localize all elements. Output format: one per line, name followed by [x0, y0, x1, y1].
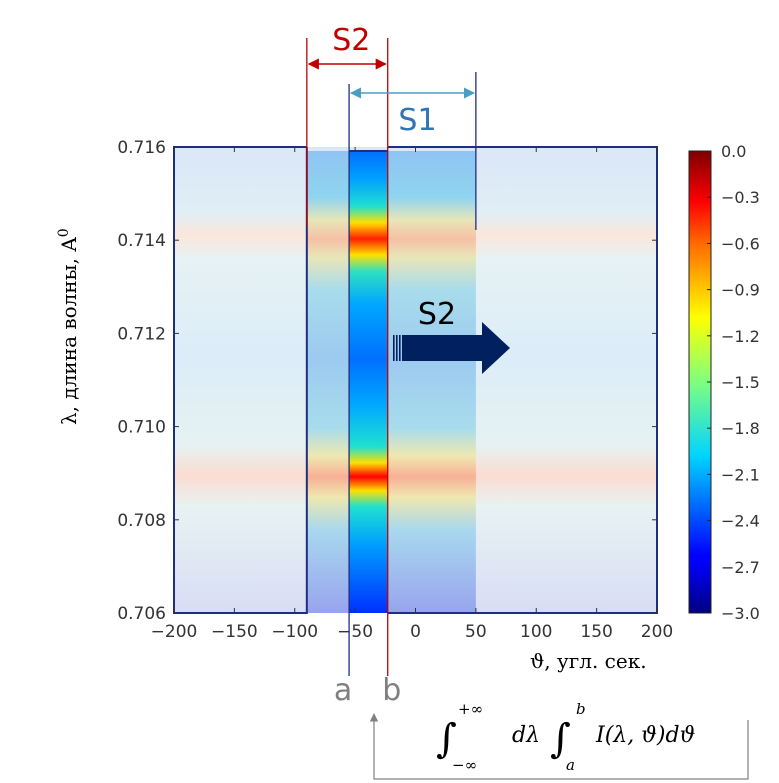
x-tick-label: −150: [211, 622, 258, 642]
svg-text:∫: ∫: [436, 716, 457, 762]
heatmap-plot: −200 −150 −100 −50 0 50 100 150 200 0.7060.7080.…: [117, 138, 673, 642]
slit-s1-region: [306, 151, 476, 613]
colorbar-tick-label: −1.5: [721, 373, 760, 392]
scan-direction-arrow-icon: [402, 322, 510, 374]
frame-right: [387, 146, 658, 614]
x-tick-label: 0: [410, 622, 421, 642]
y-tick-label: 0.712: [117, 324, 166, 344]
x-axis-label: ϑ, угл. сек.: [530, 649, 647, 673]
colorbar-tick-label: −0.3: [721, 188, 760, 207]
x-tick-label: −50: [337, 622, 373, 642]
limit-b-label: b: [382, 673, 401, 708]
x-tick-label: 150: [580, 622, 612, 642]
scan-arrow-tail: [393, 335, 401, 361]
formula-int1-upper: +∞: [458, 700, 483, 718]
y-tick-label: 0.714: [117, 231, 166, 251]
y-axis-label: λ, длина волны, A0: [56, 228, 81, 425]
colorbar-tick-label: 0.0: [721, 142, 746, 161]
x-tick-label: 200: [641, 622, 673, 642]
colorbar-tick-label: −2.1: [721, 465, 760, 484]
colorbar-tick-label: −1.8: [721, 419, 760, 438]
arrow-tail-stripe: [396, 335, 398, 361]
formula-d-lambda: dλ: [512, 723, 540, 748]
colorbar-tick-label: −2.7: [721, 558, 760, 577]
colorbar-tick-label: −2.4: [721, 512, 760, 531]
y-tick-label: 0.708: [117, 511, 166, 531]
y-tick-label: 0.710: [117, 418, 166, 438]
slit-s2-region: [349, 151, 388, 613]
formula-int2-lower: a: [566, 756, 575, 774]
formula-int2-upper: b: [576, 700, 586, 718]
annotations: S2 S1 S2 a b: [306, 23, 749, 780]
y-axis-ticks: 0.706 0.708 0.710 0.712 0.714 0.716: [117, 138, 657, 624]
arrow-tail-stripe: [393, 335, 395, 361]
s2-arrow-label: S2: [418, 297, 456, 332]
integral-formula: ∫ +∞ −∞ dλ ∫ b a I(λ, ϑ)dϑ: [436, 700, 696, 774]
colorbar-tick-label: −0.6: [721, 234, 760, 253]
x-tick-label: 50: [465, 622, 487, 642]
limit-a-label: a: [334, 673, 352, 708]
s2-top-label: S2: [332, 23, 370, 58]
colorbar-tick-label: −1.2: [721, 327, 760, 346]
formula-int1-lower: −∞: [452, 756, 477, 774]
x-axis-ticks: −200 −150 −100 −50 0 50 100 150 200: [151, 147, 673, 642]
colorbar-tick-label: −3.0: [721, 604, 760, 623]
formula-integrand: I(λ, ϑ)dϑ: [595, 723, 696, 748]
x-tick-label: 100: [520, 622, 552, 642]
colorbar-tick-label: −0.9: [721, 281, 760, 300]
x-tick-label: −200: [151, 622, 198, 642]
arrow-tail-stripe: [399, 335, 401, 361]
y-tick-label: 0.706: [117, 604, 166, 624]
x-tick-label: −100: [271, 622, 318, 642]
colorbar-ticks: 0.0 −0.3 −0.6 −0.9 −1.2 −1.5 −1.8 −2.1 −2.4 −2.7 −…: [707, 142, 760, 623]
colorbar: 0.0 −0.3 −0.6 −0.9 −1.2 −1.5 −1.8 −2.1 −2.4 −2.7 −…: [688, 142, 760, 623]
svg-text:∫: ∫: [550, 716, 571, 762]
s1-label: S1: [398, 103, 436, 138]
formula-pointer-line: [369, 713, 749, 780]
y-tick-label: 0.716: [117, 138, 166, 158]
